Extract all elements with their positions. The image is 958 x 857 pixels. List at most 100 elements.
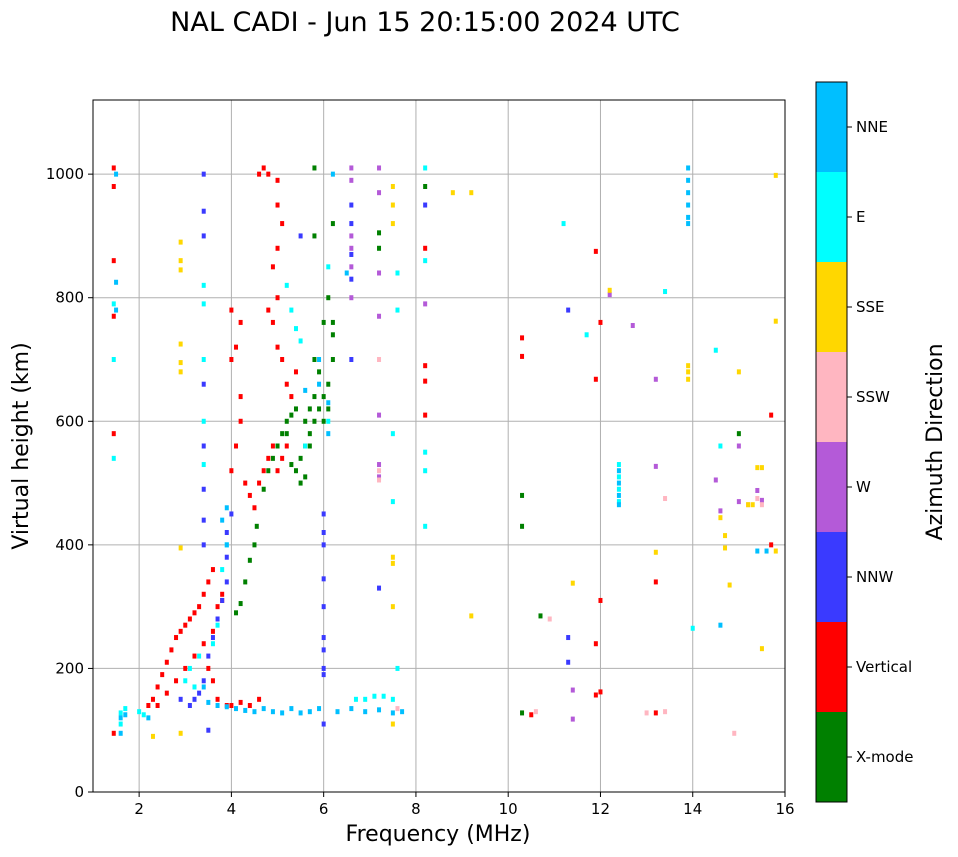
echo-point-sse [653,549,658,555]
echo-point-nnw [215,616,220,622]
echo-point-x-mode [280,431,285,437]
echo-point-nnw [321,647,326,653]
echo-point-x-mode [321,319,326,325]
x-tick-label: 4 [227,800,237,818]
echo-point-x-mode [423,184,428,189]
colorbar-label: NNW [856,568,893,586]
echo-point-nnw [349,221,354,227]
echo-point-nnw [321,604,326,610]
echo-point-e [220,567,225,573]
echo-point-w [377,165,382,171]
plot-frame [92,99,786,793]
echo-point-vertical [150,696,155,702]
data-marks [111,165,778,739]
echo-point-sse [178,258,183,264]
echo-point-vertical [769,412,774,418]
echo-point-nnw [321,576,326,582]
echo-point-nnw [192,696,197,702]
echo-point-sse [390,721,395,727]
echo-point-sse [390,221,395,227]
echo-point-ssw [377,357,382,362]
echo-point-vertical [160,672,165,678]
echo-point-vertical [183,622,188,628]
x-tick-label: 12 [591,800,610,818]
echo-point-e [616,486,621,492]
echo-point-x-mode [284,431,289,437]
echo-point-vertical [280,455,285,461]
echo-point-vertical [266,307,271,313]
echo-point-e [390,431,395,437]
echo-point-x-mode [307,431,312,437]
echo-point-sse [390,184,395,189]
echo-point-nne [377,707,382,713]
echo-point-w [570,716,575,722]
echo-point-ssw [377,468,382,474]
echo-point-sse [727,582,732,588]
echo-point-x-mode [538,613,543,619]
echo-point-x-mode [307,406,312,412]
echo-point-sse [773,172,778,178]
echo-point-nnw [377,585,382,591]
echo-point-nne [335,709,340,715]
echo-point-vertical [111,313,116,319]
echo-point-vertical [293,369,298,375]
echo-point-vertical [192,610,197,616]
echo-point-x-mode [330,221,335,227]
echo-point-e [298,338,303,344]
echo-point-x-mode [293,468,298,474]
echo-point-w [653,376,658,382]
echo-point-nne [400,709,405,715]
echo-point-vertical [111,730,116,736]
echo-point-nnw [201,208,206,214]
echo-point-nnw [201,171,206,177]
echo-point-sse [570,580,575,586]
echo-point-vertical [266,171,271,177]
echo-point-vertical [275,344,280,350]
echo-point-vertical [257,480,262,486]
y-tick-label: 200 [55,659,84,677]
echo-point-vertical [593,641,598,647]
echo-point-sse [723,533,728,539]
echo-point-vertical [275,202,280,208]
echo-point-nne [114,307,119,313]
echo-point-nne [215,703,220,708]
echo-point-vertical [111,258,116,264]
echo-point-nne [201,684,206,690]
echo-point-vertical [266,455,271,461]
echo-point-vertical [238,319,243,325]
x-tick-label: 10 [499,800,518,818]
echo-point-x-mode [275,443,280,449]
echo-point-vertical [206,579,211,585]
echo-point-e [423,258,428,264]
echo-point-vertical [238,394,243,400]
echo-point-e [289,307,294,313]
echo-point-sse [178,267,183,273]
echo-point-w [713,477,718,483]
x-tick-label: 2 [134,800,144,818]
echo-point-vertical [174,635,179,641]
echo-point-e [363,696,368,702]
echo-point-x-mode [317,406,322,412]
echo-point-nnw [206,727,211,733]
echo-point-x-mode [307,443,312,449]
echo-point-ssw [759,502,764,508]
echo-point-vertical [210,628,215,634]
echo-point-x-mode [247,557,252,563]
echo-point-vertical [229,307,234,313]
echo-point-x-mode [330,332,335,338]
echo-point-vertical [520,353,525,359]
echo-point-vertical [238,418,243,424]
echo-point-vertical [187,616,192,622]
echo-point-vertical [146,703,151,708]
echo-point-nne [344,270,349,276]
echo-point-x-mode [312,418,317,424]
echo-point-e [201,462,206,468]
echo-point-x-mode [298,455,303,461]
echo-point-vertical [220,591,225,597]
echo-point-nne [616,492,621,498]
colorbar-swatch-nnw [816,532,847,622]
echo-point-nne [326,400,331,406]
echo-point-vertical [229,357,234,362]
echo-point-sse [450,190,455,196]
